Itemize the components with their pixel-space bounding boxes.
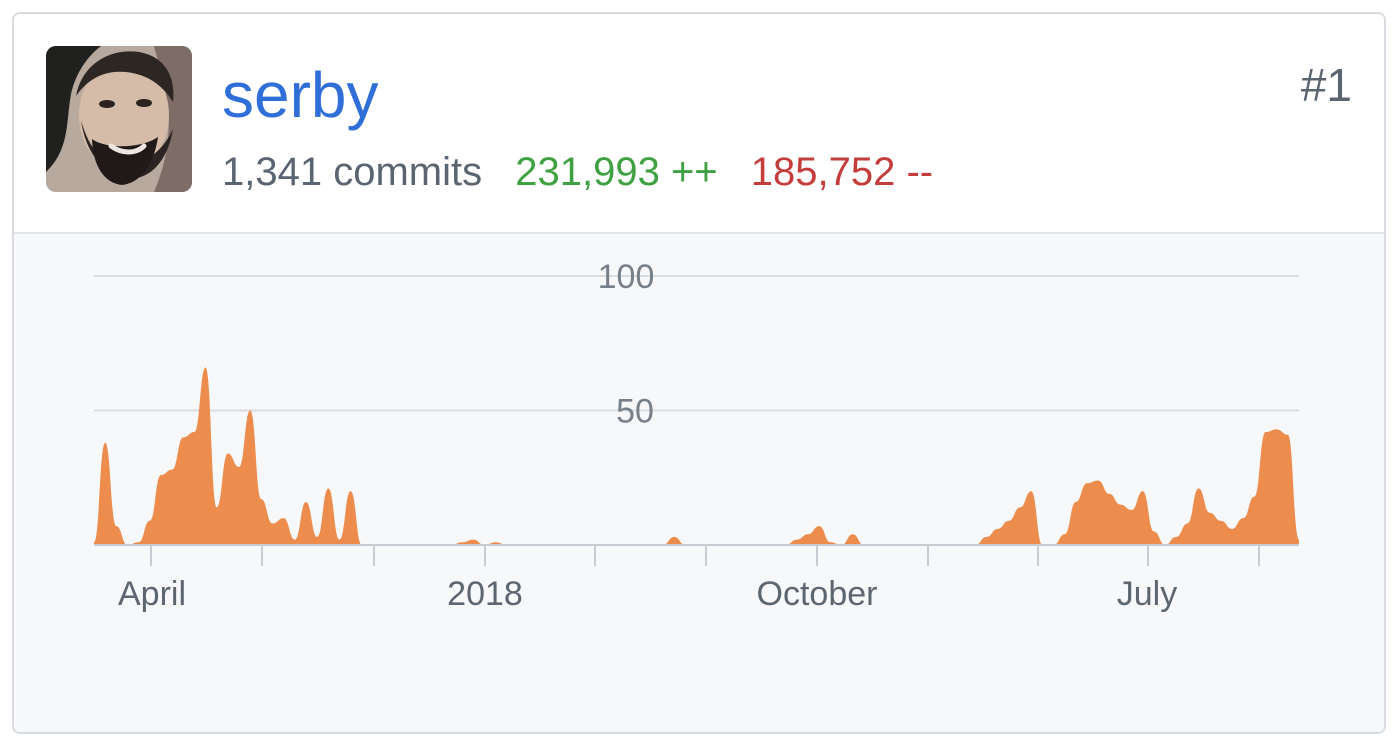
avatar[interactable] [46,46,192,192]
additions-count: 231,993 ++ [515,150,718,194]
area-chart: 100 50 April 2018 October July [94,258,1299,613]
y-tick-label-100: 100 [598,258,655,296]
y-tick-label-50: 50 [616,393,654,431]
contributor-rank: #1 [1300,59,1352,111]
commits-count[interactable]: 1,341 commits [222,150,483,194]
x-tick-label-april: April [118,575,186,613]
deletions-count: 185,752 -- [750,150,934,194]
bearded-man-avatar-icon [46,46,192,192]
contributor-card: serby #1 1,341 commits 231,993 ++ 185,75… [12,12,1386,734]
commit-activity-chart: 100 50 April 2018 October July [14,232,1384,732]
x-tick-label-july: July [1117,575,1177,613]
contributor-header: serby #1 1,341 commits 231,993 ++ 185,75… [14,14,1384,232]
x-tick-label-october: October [757,575,878,613]
contributor-stats: 1,341 commits 231,993 ++ 185,752 -- [222,150,955,194]
username-link[interactable]: serby [222,59,379,131]
commit-area-series [94,367,1299,545]
x-tick-label-2018: 2018 [447,575,523,613]
